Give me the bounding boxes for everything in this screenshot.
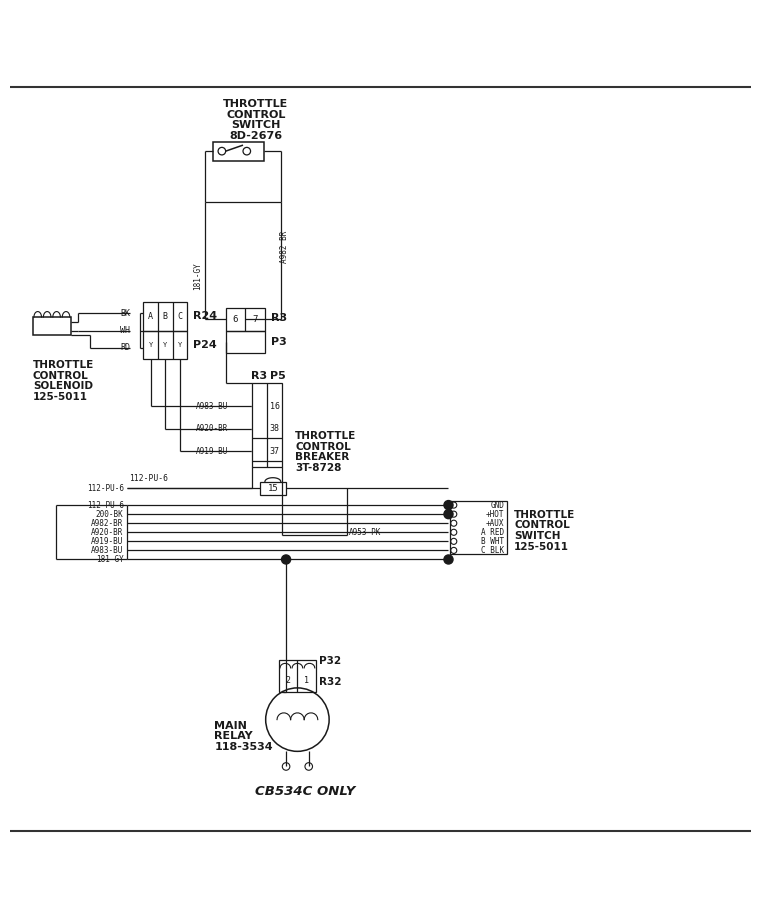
Text: 181-GY: 181-GY <box>193 263 202 290</box>
Bar <box>213 141 264 161</box>
Text: CONTROL: CONTROL <box>33 371 89 381</box>
Text: GND: GND <box>491 500 505 509</box>
Text: BREAKER: BREAKER <box>295 453 349 463</box>
Text: 38: 38 <box>269 424 280 433</box>
Text: C BLK: C BLK <box>481 546 505 554</box>
Text: 1: 1 <box>304 676 309 685</box>
Text: SOLENOID: SOLENOID <box>33 382 93 391</box>
Text: A919-BU: A919-BU <box>196 447 228 456</box>
Text: A920-BR: A920-BR <box>196 424 228 433</box>
Text: CONTROL: CONTROL <box>226 109 285 119</box>
Bar <box>143 302 187 330</box>
Bar <box>279 660 316 691</box>
Text: R32: R32 <box>320 677 342 688</box>
Text: +AUX: +AUX <box>486 519 505 528</box>
Text: THROTTLE: THROTTLE <box>295 431 356 442</box>
Text: 15: 15 <box>267 484 279 493</box>
Bar <box>260 482 286 496</box>
Text: R3: R3 <box>250 371 266 381</box>
Text: RD: RD <box>120 343 130 353</box>
Text: THROTTLE: THROTTLE <box>223 99 288 109</box>
Text: 3T-8728: 3T-8728 <box>295 463 342 473</box>
Bar <box>252 384 282 466</box>
Text: P3: P3 <box>271 337 287 347</box>
Text: 7: 7 <box>253 315 258 324</box>
Text: CB534C ONLY: CB534C ONLY <box>255 785 355 798</box>
Text: R3: R3 <box>271 313 287 323</box>
Circle shape <box>282 555 291 564</box>
Text: 112-PU-6: 112-PU-6 <box>87 500 123 509</box>
Text: A919-BU: A919-BU <box>91 537 123 546</box>
Text: P32: P32 <box>320 656 342 666</box>
Text: Y: Y <box>177 341 182 348</box>
Text: P24: P24 <box>193 340 217 350</box>
Text: A RED: A RED <box>481 528 505 537</box>
Text: C: C <box>177 312 183 320</box>
Text: WH: WH <box>120 326 130 335</box>
Bar <box>225 308 265 330</box>
Text: 125-5011: 125-5011 <box>514 542 569 552</box>
Text: 6: 6 <box>233 315 238 324</box>
Text: MAIN: MAIN <box>215 721 247 731</box>
Text: A982-BR: A982-BR <box>91 519 123 528</box>
Text: P5: P5 <box>270 371 286 381</box>
Text: R24: R24 <box>193 311 218 321</box>
Text: THROTTLE: THROTTLE <box>33 361 94 370</box>
Bar <box>450 501 507 554</box>
Text: CONTROL: CONTROL <box>295 442 351 452</box>
Text: RELAY: RELAY <box>215 732 253 741</box>
Circle shape <box>444 509 453 519</box>
Text: A: A <box>148 312 153 320</box>
Text: A983-BU: A983-BU <box>91 546 123 554</box>
Bar <box>33 317 71 335</box>
Text: 200-BK: 200-BK <box>96 509 123 519</box>
Text: SWITCH: SWITCH <box>514 531 561 541</box>
Text: THROTTLE: THROTTLE <box>514 509 575 520</box>
Text: 118-3534: 118-3534 <box>215 742 273 752</box>
Text: 112-PU-6: 112-PU-6 <box>129 475 168 483</box>
Text: 16: 16 <box>269 401 280 410</box>
Text: A983-BU: A983-BU <box>196 401 228 410</box>
Text: 125-5011: 125-5011 <box>33 392 88 402</box>
Bar <box>225 330 265 353</box>
Text: 181-GY: 181-GY <box>96 555 123 564</box>
Text: 112-PU-6: 112-PU-6 <box>87 484 123 493</box>
Text: A982 BR: A982 BR <box>280 230 289 263</box>
Text: SWITCH: SWITCH <box>231 120 281 130</box>
Circle shape <box>444 500 453 509</box>
Bar <box>143 330 187 359</box>
Text: B WHT: B WHT <box>481 537 505 546</box>
Text: A953-PK: A953-PK <box>349 528 381 537</box>
Text: 37: 37 <box>269 447 280 456</box>
Text: 2: 2 <box>286 676 291 685</box>
Text: A920-BR: A920-BR <box>91 528 123 537</box>
Text: BK: BK <box>120 308 130 318</box>
Text: Y: Y <box>148 341 153 348</box>
Text: Y: Y <box>163 341 167 348</box>
Text: 8D-2676: 8D-2676 <box>229 130 282 140</box>
Circle shape <box>444 555 453 564</box>
Text: +HOT: +HOT <box>486 509 505 519</box>
Text: CONTROL: CONTROL <box>514 521 570 531</box>
Text: B: B <box>163 312 167 320</box>
